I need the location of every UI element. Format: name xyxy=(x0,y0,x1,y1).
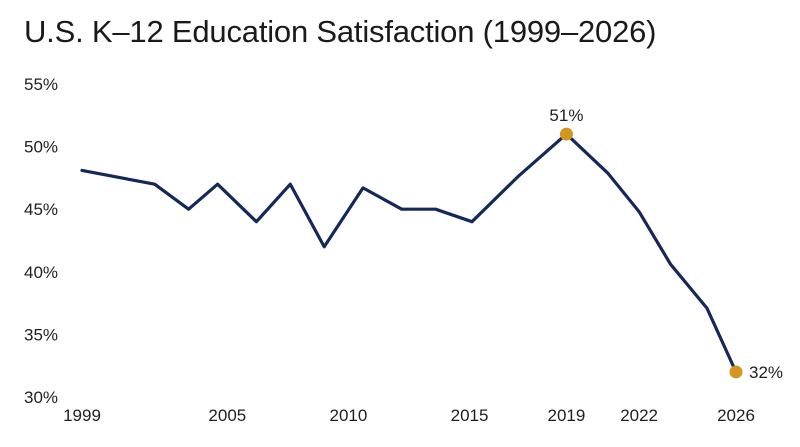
y-tick-label: 30% xyxy=(24,388,58,407)
highlight-point xyxy=(729,365,743,379)
y-tick-label: 55% xyxy=(24,75,58,94)
x-tick-label: 2005 xyxy=(208,406,246,425)
highlight-point xyxy=(559,127,573,141)
y-tick-label: 40% xyxy=(24,263,58,282)
x-tick-label: 1999 xyxy=(63,406,101,425)
series-layer xyxy=(80,132,738,374)
x-tick-label: 2022 xyxy=(620,406,658,425)
chart-title: U.S. K–12 Education Satisfaction (1999–2… xyxy=(24,14,657,49)
y-tick-label: 35% xyxy=(24,325,58,344)
data-label: 51% xyxy=(549,106,583,125)
x-tick-label: 2010 xyxy=(330,406,368,425)
x-tick-label: 2015 xyxy=(451,406,489,425)
y-axis: 30% 35% 40% 45% 50% 55% xyxy=(24,75,58,407)
y-tick-label: 50% xyxy=(24,138,58,157)
data-label: 32% xyxy=(749,363,783,382)
x-tick-label: 2026 xyxy=(717,406,755,425)
y-tick-label: 45% xyxy=(24,200,58,219)
x-tick-label: 2019 xyxy=(548,406,586,425)
highlight-layer: 51% 32% xyxy=(549,106,783,382)
series-line xyxy=(80,132,738,374)
x-axis: 1999 2005 2010 2015 2019 2022 2026 xyxy=(63,406,755,425)
